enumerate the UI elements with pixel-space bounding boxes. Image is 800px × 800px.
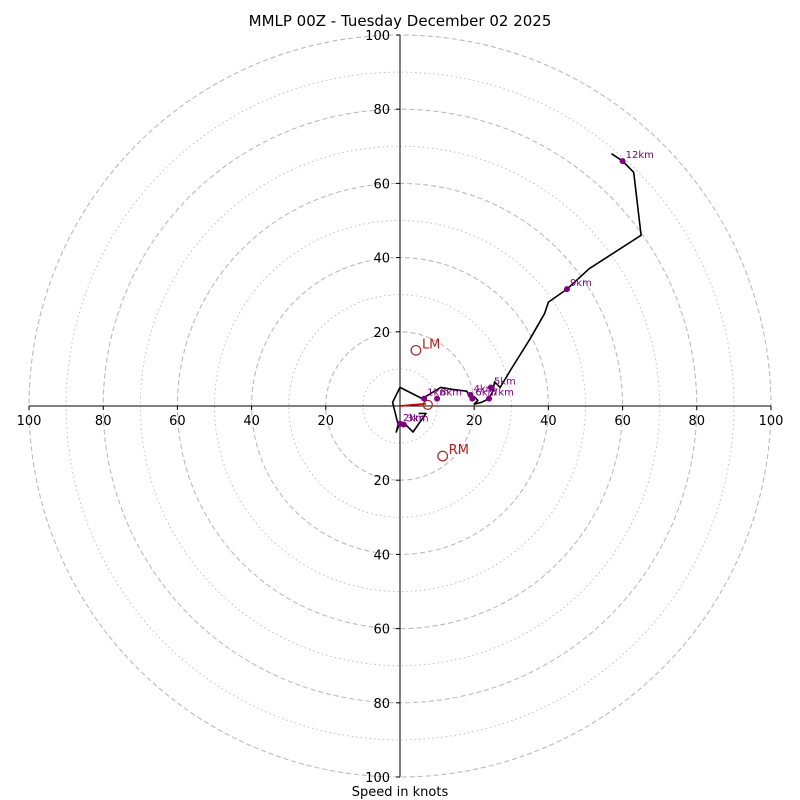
overlays: LM RM (399, 337, 469, 462)
y-tick-label: 60 (373, 177, 390, 192)
y-tick-label: 80 (373, 103, 390, 118)
x-tick-label: 60 (169, 414, 186, 429)
height-marker-6km (469, 395, 476, 402)
height-marker-9km (563, 286, 570, 293)
x-tick-label: 40 (243, 414, 260, 429)
height-marker-8km (434, 395, 441, 402)
height-marker-1km (421, 395, 428, 402)
x-tick-label: 100 (759, 414, 784, 429)
x-tick-label: 100 (17, 414, 42, 429)
x-tick-label: 60 (614, 414, 631, 429)
x-tick-label: 20 (466, 414, 483, 429)
height-marker-3km (400, 421, 407, 428)
x-tick-label: 80 (689, 414, 706, 429)
height-label-7km: 7km (492, 388, 514, 399)
height-label-2km: 2km (403, 413, 425, 424)
storm-motion-lm-marker (410, 344, 422, 356)
height-marker-12km (619, 158, 626, 165)
height-label-4km: 4km (473, 384, 495, 395)
hodograph-trace-line (391, 153, 642, 433)
height-label-1km: 1km (427, 388, 449, 399)
tick-labels: 100 80 60 40 20 20 40 60 80 100 100 80 60 40 20 20 40 60 8… (17, 29, 784, 786)
shear-vector (399, 402, 427, 407)
storm-motion-rm-marker (437, 450, 449, 462)
height-label-3km: 3km (407, 414, 429, 425)
x-tick-label: 40 (540, 414, 557, 429)
storm-motion-lm-label: LM (422, 337, 440, 352)
y-tick-label: 60 (373, 623, 390, 638)
x-tick-label: 80 (95, 414, 112, 429)
y-tick-label: 100 (365, 29, 390, 44)
x-axis-label: Speed in knots (352, 785, 449, 800)
height-label-6km: 6km (475, 388, 497, 399)
y-tick-label: 40 (373, 548, 390, 563)
mean-wind-marker (422, 399, 433, 410)
y-tick-label: 40 (373, 252, 390, 267)
y-tick-label: 100 (365, 771, 390, 786)
height-label-5km: 5km (494, 376, 516, 387)
x-tick-label: 20 (318, 414, 335, 429)
chart-title: MMLP 00Z - Tuesday December 02 2025 (249, 12, 552, 30)
storm-motion-rm-label: RM (449, 443, 469, 458)
height-label-12km: 12km (626, 150, 654, 161)
height-marker-5km (487, 384, 494, 391)
y-tick-label: 20 (373, 326, 390, 341)
height-label-8km: 8km (440, 388, 462, 399)
height-label-9km: 9km (570, 278, 592, 289)
height-marker-7km (486, 395, 493, 402)
y-tick-label: 80 (373, 697, 390, 712)
y-tick-label: 20 (373, 474, 390, 489)
